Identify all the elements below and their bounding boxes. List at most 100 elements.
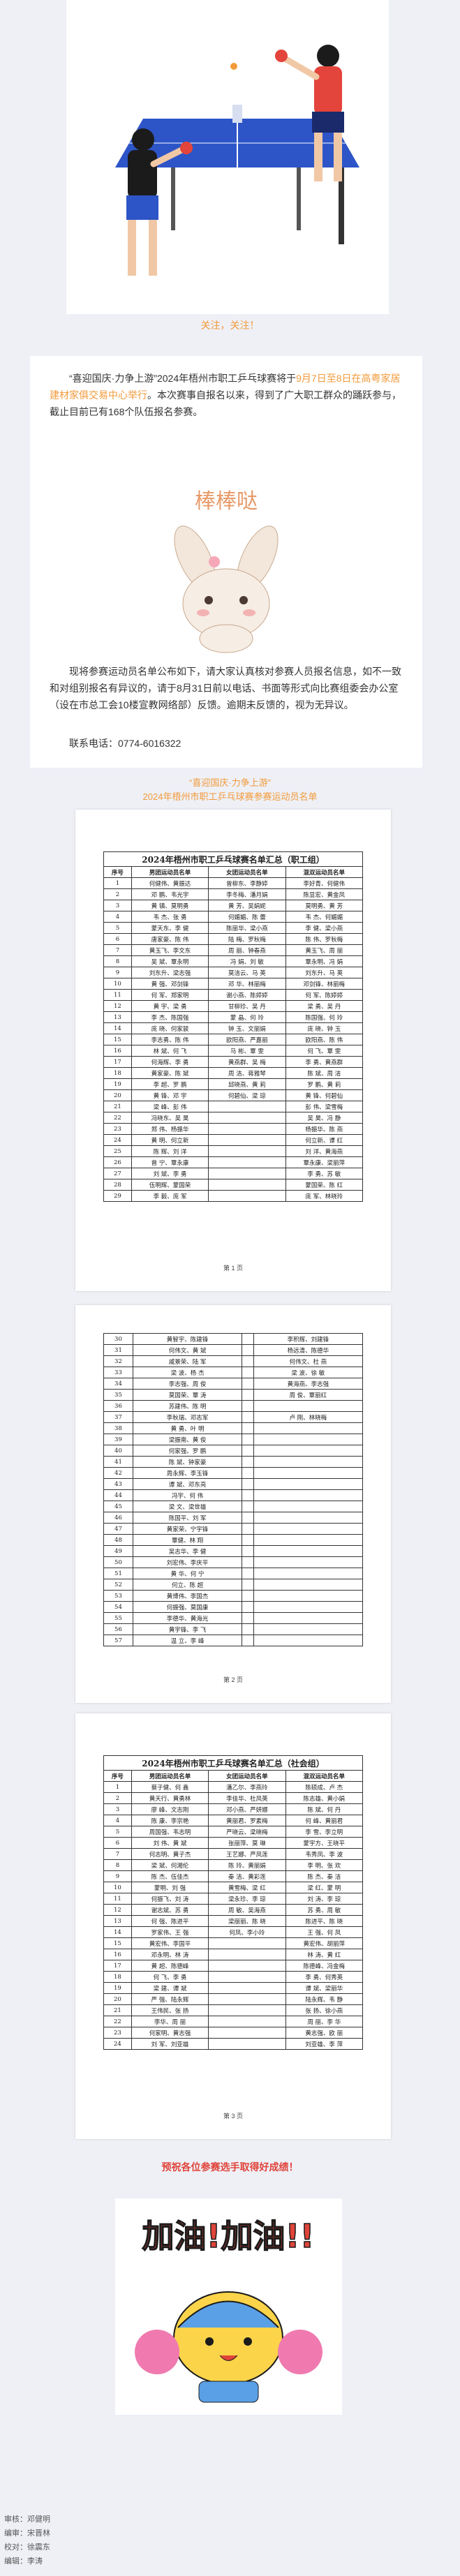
name-cell: 李积辉、刘建锋 xyxy=(253,1333,364,1345)
name-cell xyxy=(242,1489,254,1501)
name-cell: 梁丽丽、陈 晓 xyxy=(208,1915,286,1927)
table-row: 48 覃健、林 翔 xyxy=(103,1534,364,1546)
table-row: 51 黄 华、何 宁 xyxy=(103,1568,364,1579)
name-cell xyxy=(208,1960,286,1972)
table-row: 32 戚景荣、陆 军何伟文、杜 燕 xyxy=(103,1355,364,1367)
header-row: 序号 男团运动员名单 女团运动员名单 混双运动员名单 xyxy=(103,1770,364,1782)
row-number: 11 xyxy=(103,1893,132,1905)
name-cell: 刘 洋、黄海燕 xyxy=(285,1145,364,1157)
row-number: 26 xyxy=(103,1156,132,1168)
name-cell: 严 强、陆永辉 xyxy=(131,1993,209,2005)
name-cell xyxy=(253,1445,364,1457)
name-cell: 何 军、陈婷婷 xyxy=(285,989,364,1001)
name-cell: 李 勇、苏 敏 xyxy=(285,1168,364,1179)
table-row: 36 苏建伟、陈 明 xyxy=(103,1400,364,1412)
name-cell xyxy=(242,1590,254,1602)
name-cell: 陈 玲、黄丽娟 xyxy=(208,1859,286,1871)
name-cell: 梁永珍、李 琼 xyxy=(208,1893,286,1905)
row-number: 27 xyxy=(103,1168,132,1179)
row-number: 24 xyxy=(103,1134,132,1146)
name-cell xyxy=(208,1993,286,2005)
row-number: 10 xyxy=(103,978,132,990)
name-cell: 黄 勇、叶 明 xyxy=(132,1422,243,1434)
row-number: 35 xyxy=(103,1389,133,1401)
name-cell: 郑 伟、杨振华 xyxy=(131,1123,209,1135)
row-number: 12 xyxy=(103,1904,132,1916)
row-number: 10 xyxy=(103,1882,132,1893)
table-row: 35 莫国荣、覃 涛周 俊、覃丽红 xyxy=(103,1389,364,1401)
name-cell: 何志明、黄子杰 xyxy=(131,1848,209,1860)
table-row: 38 黄 勇、叶 明 xyxy=(103,1422,364,1434)
name-cell xyxy=(242,1355,254,1367)
row-number: 57 xyxy=(103,1635,133,1646)
row-number: 42 xyxy=(103,1467,133,1479)
name-cell xyxy=(208,1937,286,1949)
row-number: 13 xyxy=(103,1011,132,1023)
name-cell: 韦秀凤、李 波 xyxy=(285,1848,364,1860)
name-cell: 李 健、梁小燕 xyxy=(285,922,364,934)
row-number: 8 xyxy=(103,955,132,967)
row-number: 53 xyxy=(103,1590,133,1602)
cheer-illustration: 加油!加油!! xyxy=(135,2217,322,2403)
credits: 审核：邓健明 编审：宋晋林 校对：徐震东 编辑：李涛 xyxy=(4,2512,50,2568)
name-cell: 陈硕成、卢 杰 xyxy=(285,1781,364,1793)
table-row: 43 谭 斌、邓东亮 xyxy=(103,1478,364,1490)
table-row: 21 梁 峰、彭 伟 彭 伟、梁雪梅 xyxy=(103,1101,364,1112)
name-cell: 黄 超、陈德峰 xyxy=(131,1960,209,1972)
name-cell: 邓 鹏、韦光宇 xyxy=(131,888,209,900)
roster-table: 2024年梧州市职工乒乓球赛名单汇总（社会组） 序号 男团运动员名单 女团运动员名单混… xyxy=(103,1755,364,2050)
row-number: 2 xyxy=(103,1792,132,1804)
row-number: 9 xyxy=(103,967,132,978)
table-row: 39 梁振南、黄 俊 xyxy=(103,1434,364,1445)
name-cell xyxy=(253,1545,364,1557)
contact: 联系电话：0774-6016322 xyxy=(69,738,181,749)
name-cell: 蒙宇方、王晓平 xyxy=(285,1837,364,1849)
name-cell xyxy=(242,1556,254,1568)
name-cell xyxy=(253,1512,364,1524)
name-cell xyxy=(242,1601,254,1613)
name-cell: 蒙明、刘 强 xyxy=(131,1882,209,1893)
name-cell xyxy=(208,1949,286,1960)
row-number: 18 xyxy=(103,1067,132,1079)
name-cell: 秦 洁、黄彩莲 xyxy=(208,1870,286,1882)
name-cell: 卢 刚、林晓梅 xyxy=(253,1411,364,1423)
name-cell: 梁 文、梁世雄 xyxy=(132,1501,243,1512)
name-cell: 何立、陈 超 xyxy=(132,1579,243,1591)
row-number: 29 xyxy=(103,1190,132,1202)
name-cell: 廖 峰、文志刚 xyxy=(131,1803,209,1815)
row-number: 19 xyxy=(103,1982,132,1994)
table-row: 16 邓永明、林 涛 林 涛、黄 红 xyxy=(103,1949,364,1960)
row-number: 6 xyxy=(103,1837,132,1849)
name-cell: 吴志华、李 健 xyxy=(132,1545,243,1557)
name-cell: 张 扬、徐小燕 xyxy=(285,2004,364,2016)
table-row: 29 李 毅、庞 军 庞 军、林晓玲 xyxy=(103,1190,364,1202)
name-cell: 周国强、韦志明 xyxy=(131,1826,209,1838)
table-row: 55 李德华、黄海光 xyxy=(103,1612,364,1624)
name-cell: 周 丽、钟春燕 xyxy=(208,944,286,956)
name-cell: 何立新、谭 红 xyxy=(285,1134,364,1146)
name-cell xyxy=(208,1190,286,1202)
name-cell: 曾 宁、覃永康 xyxy=(131,1156,209,1168)
row-number: 11 xyxy=(103,989,132,1001)
row-number: 38 xyxy=(103,1422,133,1434)
name-cell: 苏建伟、陈 明 xyxy=(132,1400,243,1412)
name-cell: 李佳华、杜凤英 xyxy=(208,1792,286,1804)
name-cell: 李志强、周 俊 xyxy=(132,1378,243,1390)
name-cell xyxy=(242,1367,254,1378)
name-cell: 陈国强、何 玲 xyxy=(285,1011,364,1023)
name-cell: 李华、周 丽 xyxy=(131,2016,209,2027)
name-cell: 黄博伟、李国杰 xyxy=(132,1590,243,1602)
name-cell: 梁 红、蒙 明 xyxy=(285,1882,364,1893)
name-cell: 覃永康、梁丽萍 xyxy=(285,1156,364,1168)
name-cell: 林 斌、何 飞 xyxy=(131,1045,209,1057)
table-row: 13 何 强、陈进平 梁丽丽、陈 晓陈进平、陈 晓 xyxy=(103,1915,364,1927)
row-number: 3 xyxy=(103,1803,132,1815)
row-number: 7 xyxy=(103,1848,132,1860)
row-number: 18 xyxy=(103,1971,132,1983)
table-row: 47 黄家荣、宁宇锋 xyxy=(103,1523,364,1535)
credit-line: 校对：徐震东 xyxy=(4,2543,50,2552)
name-cell: 何家强、罗 鹏 xyxy=(132,1445,243,1457)
